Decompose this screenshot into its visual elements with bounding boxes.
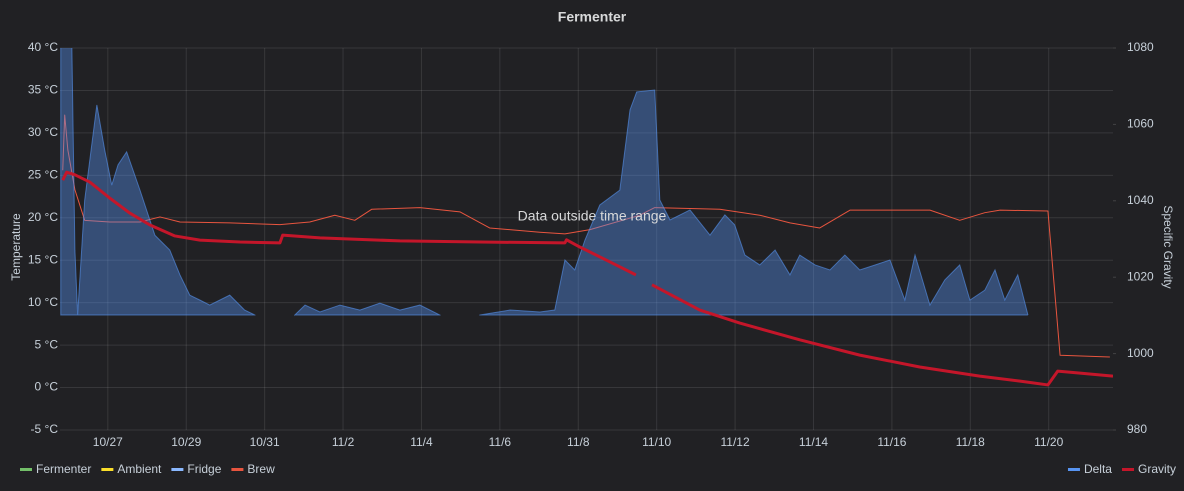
x-tick-label: 11/14 xyxy=(799,435,828,449)
y-tick-label: 15 °C xyxy=(28,252,58,266)
x-tick-label: 11/4 xyxy=(410,435,433,449)
y-tick-label: 5 °C xyxy=(35,337,59,351)
y2-tick-label: 980 xyxy=(1127,422,1147,436)
x-tick-label: 11/20 xyxy=(1034,435,1063,449)
y2-tick-label: 1080 xyxy=(1127,40,1154,54)
y2-tick-label: 1040 xyxy=(1127,193,1154,207)
x-tick-label: 11/16 xyxy=(877,435,906,449)
y2-tick-label: 1060 xyxy=(1127,117,1154,131)
legend-swatch xyxy=(231,468,244,471)
legend-label: Gravity xyxy=(1138,462,1176,476)
legend-swatch xyxy=(1067,468,1080,471)
x-tick-label: 10/27 xyxy=(93,435,123,449)
chart-title: Fermenter xyxy=(558,9,627,25)
x-tick-label: 11/18 xyxy=(956,435,985,449)
y2-tick-label: 1020 xyxy=(1127,269,1154,283)
legend-label: Fridge xyxy=(187,462,221,476)
legend-swatch xyxy=(20,468,32,471)
legend-swatch xyxy=(171,468,184,471)
x-tick-label: 10/29 xyxy=(171,435,201,449)
y-tick-label: -5 °C xyxy=(31,422,59,436)
y-tick-label: 30 °C xyxy=(28,125,58,139)
annotation: Data outside time range xyxy=(518,208,667,224)
line xyxy=(62,114,1110,358)
y-axis-label: Temperature xyxy=(9,213,23,281)
legend-label: Delta xyxy=(1084,462,1112,476)
x-tick-label: 11/8 xyxy=(567,435,590,449)
area xyxy=(60,48,1029,317)
legend-label: Ambient xyxy=(117,462,162,476)
y-tick-label: 25 °C xyxy=(28,168,58,182)
x-tick-label: 11/6 xyxy=(489,435,512,449)
y-tick-label: 0 °C xyxy=(35,380,59,394)
grid xyxy=(60,47,1113,431)
line xyxy=(61,170,1113,387)
y-tick-label: 10 °C xyxy=(28,295,58,309)
legend-swatch xyxy=(1121,468,1134,471)
x-tick-label: 11/2 xyxy=(332,435,355,449)
y-tick-label: 20 °C xyxy=(28,210,58,224)
legend: Fermenter Ambient Fridge Brew Gravity Delta xyxy=(20,462,1176,476)
legend-swatch xyxy=(101,468,114,471)
x-tick-label: 11/12 xyxy=(721,435,750,449)
legend-label: Fermenter xyxy=(36,462,91,476)
y-tick-label: 35 °C xyxy=(28,83,58,97)
x-tick-label: 11/10 xyxy=(642,435,671,449)
y-tick-label: 40 °C xyxy=(28,40,58,54)
legend-label: Brew xyxy=(247,462,275,476)
y2-tick-label: 1000 xyxy=(1127,346,1154,360)
x-tick-label: 10/31 xyxy=(250,435,280,449)
plot-area xyxy=(60,48,1113,387)
y2-axis-label: Specific Gravity xyxy=(1161,205,1175,288)
